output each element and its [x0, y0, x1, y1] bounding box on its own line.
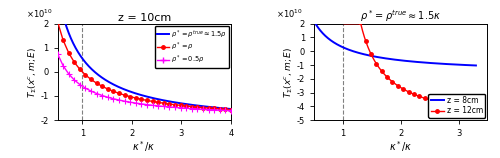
Y-axis label: $T_{\Sigma}(x^c,m;E)$: $T_{\Sigma}(x^c,m;E)$	[283, 46, 296, 97]
Legend: z = 8cm, z = 12cm: z = 8cm, z = 12cm	[428, 94, 485, 118]
Text: $\times 10^{10}$: $\times 10^{10}$	[26, 7, 53, 20]
Legend: $\rho^* = \rho^{true} \approx 1.5\rho$, $\rho^* = \rho$, $\rho^* = 0.5\rho$: $\rho^* = \rho^{true} \approx 1.5\rho$, …	[155, 26, 229, 68]
X-axis label: $\kappa^*/\kappa$: $\kappa^*/\kappa$	[389, 140, 412, 154]
Title: z = 10cm: z = 10cm	[118, 13, 171, 23]
Y-axis label: $T_{\Sigma}(x^c,m;E)$: $T_{\Sigma}(x^c,m;E)$	[26, 46, 39, 97]
Text: $\times 10^{10}$: $\times 10^{10}$	[276, 7, 303, 20]
X-axis label: $\kappa^*/\kappa$: $\kappa^*/\kappa$	[132, 140, 156, 154]
Title: $\rho^* = \rho^{true} \approx 1.5\kappa$: $\rho^* = \rho^{true} \approx 1.5\kappa$	[360, 8, 442, 24]
